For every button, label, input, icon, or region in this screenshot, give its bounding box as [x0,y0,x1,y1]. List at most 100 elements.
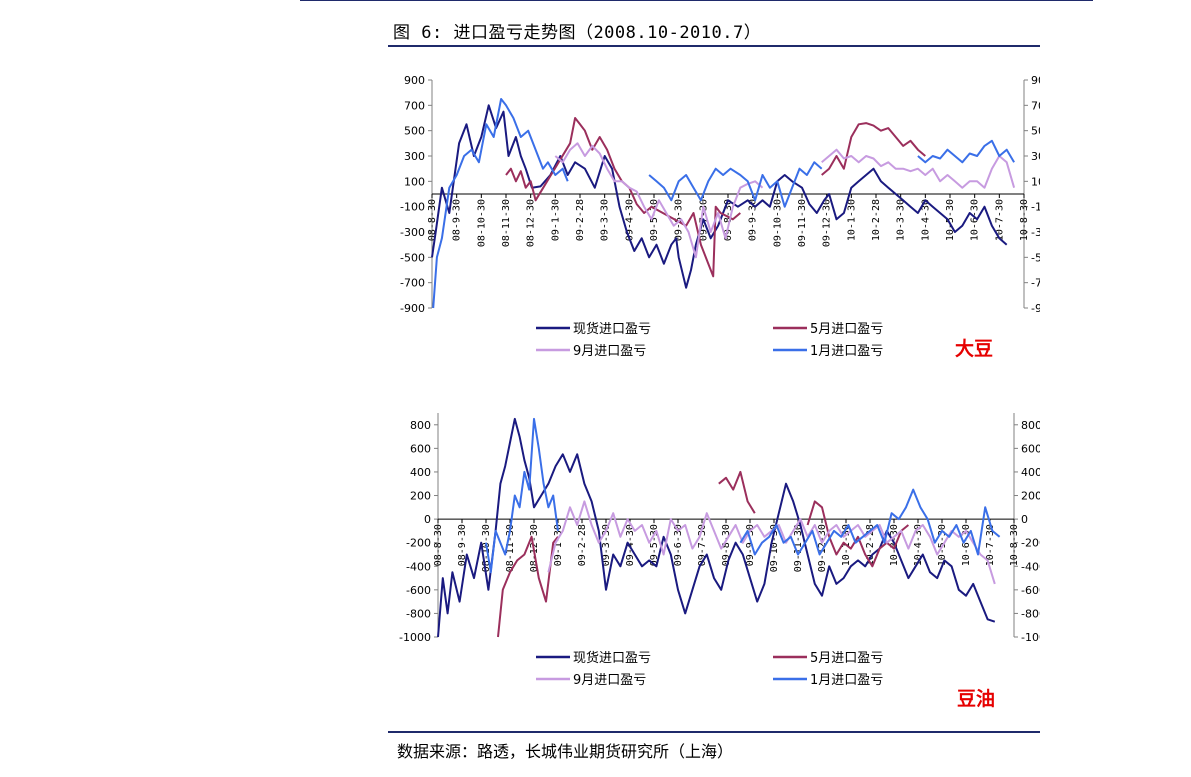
y-tick-label-left: 100 [404,175,425,188]
y-tick-label-right: 700 [1031,99,1040,112]
source-rule [388,731,1040,733]
x-tick-label: 10-2-28 [871,199,882,241]
soyoil-chart: 800 600 400 200 0 -200 -400 -600 -800 -1000 800 600… [399,413,1040,710]
legend-label: 1月进口盈亏 [810,344,883,359]
x-tick-label: 08-8-30 [427,199,438,241]
x-tick-label: 10-6-30 [970,199,981,241]
y-tick-label-left: -600 [406,584,431,597]
x-tick-label: 09-4-30 [625,524,636,566]
x-tick-label: 09-9-30 [745,524,756,566]
soybean-chart-panel: 900 700 500 300 100 -100 -300 -500 -700 -900 900 70… [388,62,1040,372]
series-line [547,500,996,585]
x-tick-label: 08-11-30 [505,524,516,572]
y-tick-label-right: -1000 [1021,631,1040,644]
y-tick-label-right: 500 [1031,125,1040,138]
y-tick-label-left: -100 [400,201,425,214]
x-tick-label: 10-4-30 [920,199,931,241]
y-tick-label-right: -100 [1031,201,1040,214]
x-tick-label: 09-11-30 [793,524,804,572]
x-tick-label: 10-8-30 [1019,199,1030,241]
x-tick-label: 10-2-28 [865,524,876,566]
x-tick-label: 10-6-30 [961,524,972,566]
x-tick-label: 09-9-30 [748,199,759,241]
y-tick-label-left: -500 [400,251,425,264]
y-tick-label-left: -1000 [399,631,431,644]
y-tick-label-left: 200 [410,490,431,503]
y-tick-label-left: -900 [400,302,425,315]
y-tick-label-right: 300 [1031,150,1040,163]
y-tick-label-left: 700 [404,99,425,112]
soyoil-chart-panel: 800 600 400 200 0 -200 -400 -600 -800 -1000 800 600… [388,405,1040,720]
x-tick-label: 08-8-30 [433,524,444,566]
y-tick-label-right: 0 [1021,513,1028,526]
x-tick-label: 09-6-30 [673,524,684,566]
x-tick-label: 09-1-30 [550,199,561,241]
title-rule [388,45,1040,47]
x-tick-label: 09-4-30 [624,199,635,241]
x-tick-label: 09-7-30 [697,524,708,566]
x-tick-label: 10-1-30 [846,199,857,241]
legend-label: 9月进口盈亏 [573,673,646,688]
y-tick-label-right: 400 [1021,466,1040,479]
x-tick-label: 09-3-30 [601,524,612,566]
y-tick-label-left: 800 [410,419,431,432]
y-tick-label-right: -800 [1021,607,1040,620]
series-line [505,117,926,278]
x-tick-label: 09-10-30 [772,199,783,247]
chart-corner-label: 豆油 [957,688,995,710]
y-tick-label-left: -400 [406,560,431,573]
x-tick-label: 09-3-30 [600,199,611,241]
x-tick-label: 09-11-30 [797,199,808,247]
x-tick-label: 09-8-30 [721,524,732,566]
series-line [485,417,1001,574]
legend-label: 5月进口盈亏 [810,651,883,666]
y-tick-label-left: 300 [404,150,425,163]
y-tick-label-right: 800 [1021,419,1040,432]
top-rule [300,0,1093,1]
y-tick-label-right: -200 [1021,537,1040,550]
series-line [554,142,1016,259]
y-tick-label-right: -700 [1031,277,1040,290]
y-tick-label-right: -300 [1031,226,1040,239]
x-tick-label: 10-8-30 [1009,524,1020,566]
x-tick-label: 08-11-30 [501,199,512,247]
figure-title: 图 6: 进口盈亏走势图（2008.10-2010.7） [393,23,762,43]
x-tick-label: 09-8-30 [723,199,734,241]
y-tick-label-left: -700 [400,277,425,290]
legend-label: 现货进口盈亏 [573,321,651,337]
y-tick-label-left: -200 [406,537,431,550]
y-tick-label-right: 100 [1031,175,1040,188]
y-tick-label-right: 900 [1031,74,1040,87]
legend-label: 5月进口盈亏 [810,322,883,337]
y-tick-label-left: 600 [410,442,431,455]
legend-label: 1月进口盈亏 [810,673,883,688]
legend-label: 9月进口盈亏 [573,344,646,359]
x-tick-label: 09-12-30 [822,199,833,247]
series-line [497,470,910,638]
y-tick-label-right: 600 [1021,442,1040,455]
source-note: 数据来源：路透，长城伟业期货研究所（上海） [397,742,734,761]
series-line [437,417,996,638]
y-tick-label-right: -400 [1021,560,1040,573]
soybean-chart: 900 700 500 300 100 -100 -300 -500 -700 -900 900 70… [400,74,1040,360]
y-tick-label-left: 0 [424,513,431,526]
series-line [432,98,1015,309]
y-tick-label-left: 400 [410,466,431,479]
x-tick-label: 09-5-30 [649,524,660,566]
y-tick-label-right: -500 [1031,251,1040,264]
x-tick-label: 10-7-30 [985,524,996,566]
y-tick-label-left: -300 [400,226,425,239]
x-tick-label: 09-1-30 [553,524,564,566]
x-tick-label: 10-3-30 [896,199,907,241]
legend-label: 现货进口盈亏 [573,650,651,666]
x-tick-label: 09-2-28 [577,524,588,566]
y-tick-label-right: 200 [1021,490,1040,503]
x-tick-label: 08-9-30 [457,524,468,566]
x-tick-label: 09-5-30 [649,199,660,241]
series-line [431,104,1008,289]
x-tick-label: 08-10-30 [476,199,487,247]
x-tick-label: 10-5-30 [945,199,956,241]
y-tick-label-left: 500 [404,125,425,138]
y-tick-label-left: -800 [406,607,431,620]
x-tick-label: 08-12-30 [526,199,537,247]
